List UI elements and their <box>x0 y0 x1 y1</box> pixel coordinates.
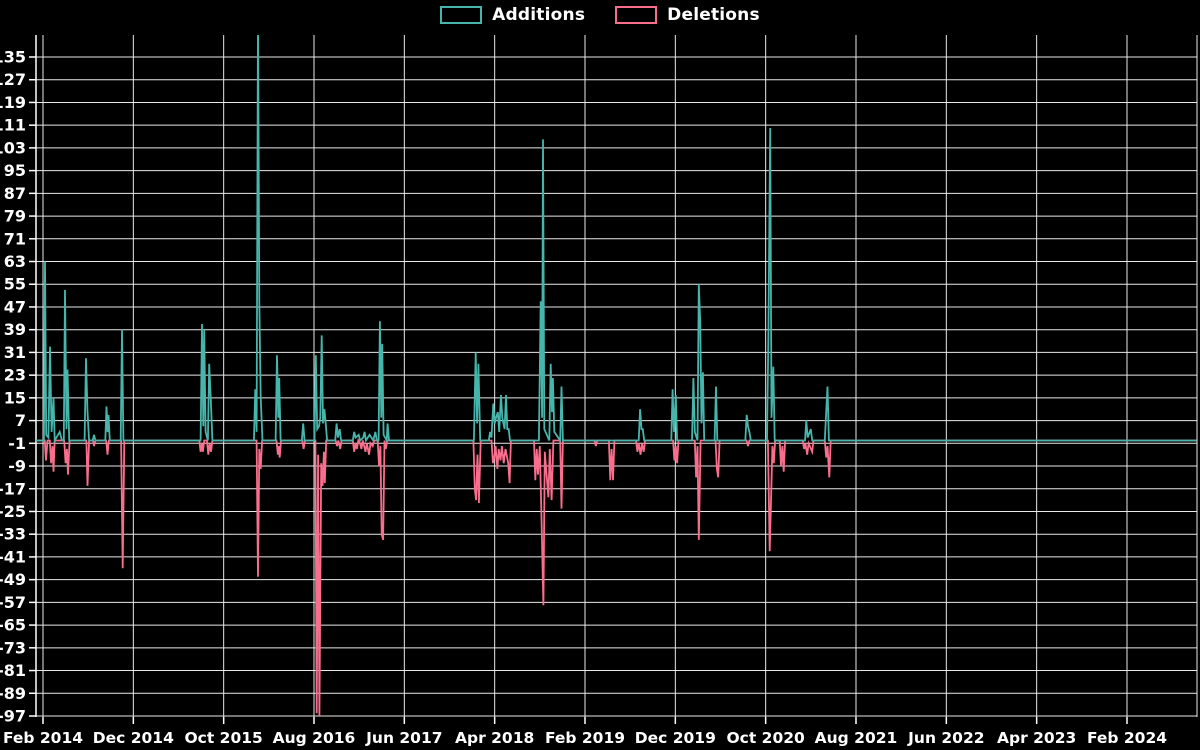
svg-text:103: 103 <box>0 138 26 157</box>
svg-text:-1: -1 <box>8 434 26 453</box>
legend-item-deletions: Deletions <box>615 5 760 25</box>
svg-text:127: 127 <box>0 70 26 89</box>
svg-text:111: 111 <box>0 116 26 135</box>
svg-text:Dec 2014: Dec 2014 <box>93 729 174 747</box>
svg-text:39: 39 <box>4 320 26 339</box>
svg-text:-25: -25 <box>0 502 26 521</box>
legend-label-additions: Additions <box>492 5 586 25</box>
svg-text:Aug 2016: Aug 2016 <box>273 729 356 747</box>
svg-text:31: 31 <box>4 343 26 362</box>
svg-text:79: 79 <box>4 207 26 226</box>
svg-text:23: 23 <box>4 366 26 385</box>
svg-text:Oct 2020: Oct 2020 <box>727 729 806 747</box>
svg-text:-73: -73 <box>0 638 26 657</box>
svg-text:-65: -65 <box>0 616 26 635</box>
deletions-line <box>36 438 1197 717</box>
svg-text:Apr 2018: Apr 2018 <box>455 729 534 747</box>
svg-text:-89: -89 <box>0 684 26 703</box>
svg-text:-81: -81 <box>0 661 26 680</box>
svg-text:15: 15 <box>4 388 26 407</box>
svg-text:119: 119 <box>0 93 26 112</box>
svg-text:-97: -97 <box>0 706 26 725</box>
svg-text:55: 55 <box>4 275 26 294</box>
svg-text:Jun 2017: Jun 2017 <box>365 729 442 747</box>
deletions-swatch <box>615 6 658 24</box>
svg-text:95: 95 <box>4 161 26 180</box>
svg-text:63: 63 <box>4 252 26 271</box>
svg-text:Dec 2019: Dec 2019 <box>635 729 716 747</box>
svg-text:-57: -57 <box>0 593 26 612</box>
svg-text:Aug 2021: Aug 2021 <box>815 729 898 747</box>
svg-text:71: 71 <box>4 229 26 248</box>
svg-text:Feb 2019: Feb 2019 <box>545 729 625 747</box>
svg-text:Feb 2024: Feb 2024 <box>1087 729 1167 747</box>
svg-text:7: 7 <box>15 411 26 430</box>
svg-text:-9: -9 <box>8 457 26 476</box>
svg-text:-17: -17 <box>0 479 26 498</box>
svg-text:47: 47 <box>4 297 26 316</box>
svg-text:-41: -41 <box>0 547 26 566</box>
svg-text:Jun 2022: Jun 2022 <box>907 729 984 747</box>
additions-swatch <box>440 6 483 24</box>
legend-item-additions: Additions <box>440 5 585 25</box>
svg-text:-49: -49 <box>0 570 26 589</box>
svg-text:Apr 2023: Apr 2023 <box>997 729 1076 747</box>
svg-text:Oct 2015: Oct 2015 <box>185 729 263 747</box>
additions-line <box>36 35 1197 444</box>
chart-legend: Additions Deletions <box>0 5 1200 25</box>
svg-text:87: 87 <box>4 184 26 203</box>
svg-text:Feb 2014: Feb 2014 <box>3 729 83 747</box>
svg-text:-33: -33 <box>0 525 26 544</box>
legend-label-deletions: Deletions <box>667 5 760 25</box>
svg-text:135: 135 <box>0 48 26 67</box>
